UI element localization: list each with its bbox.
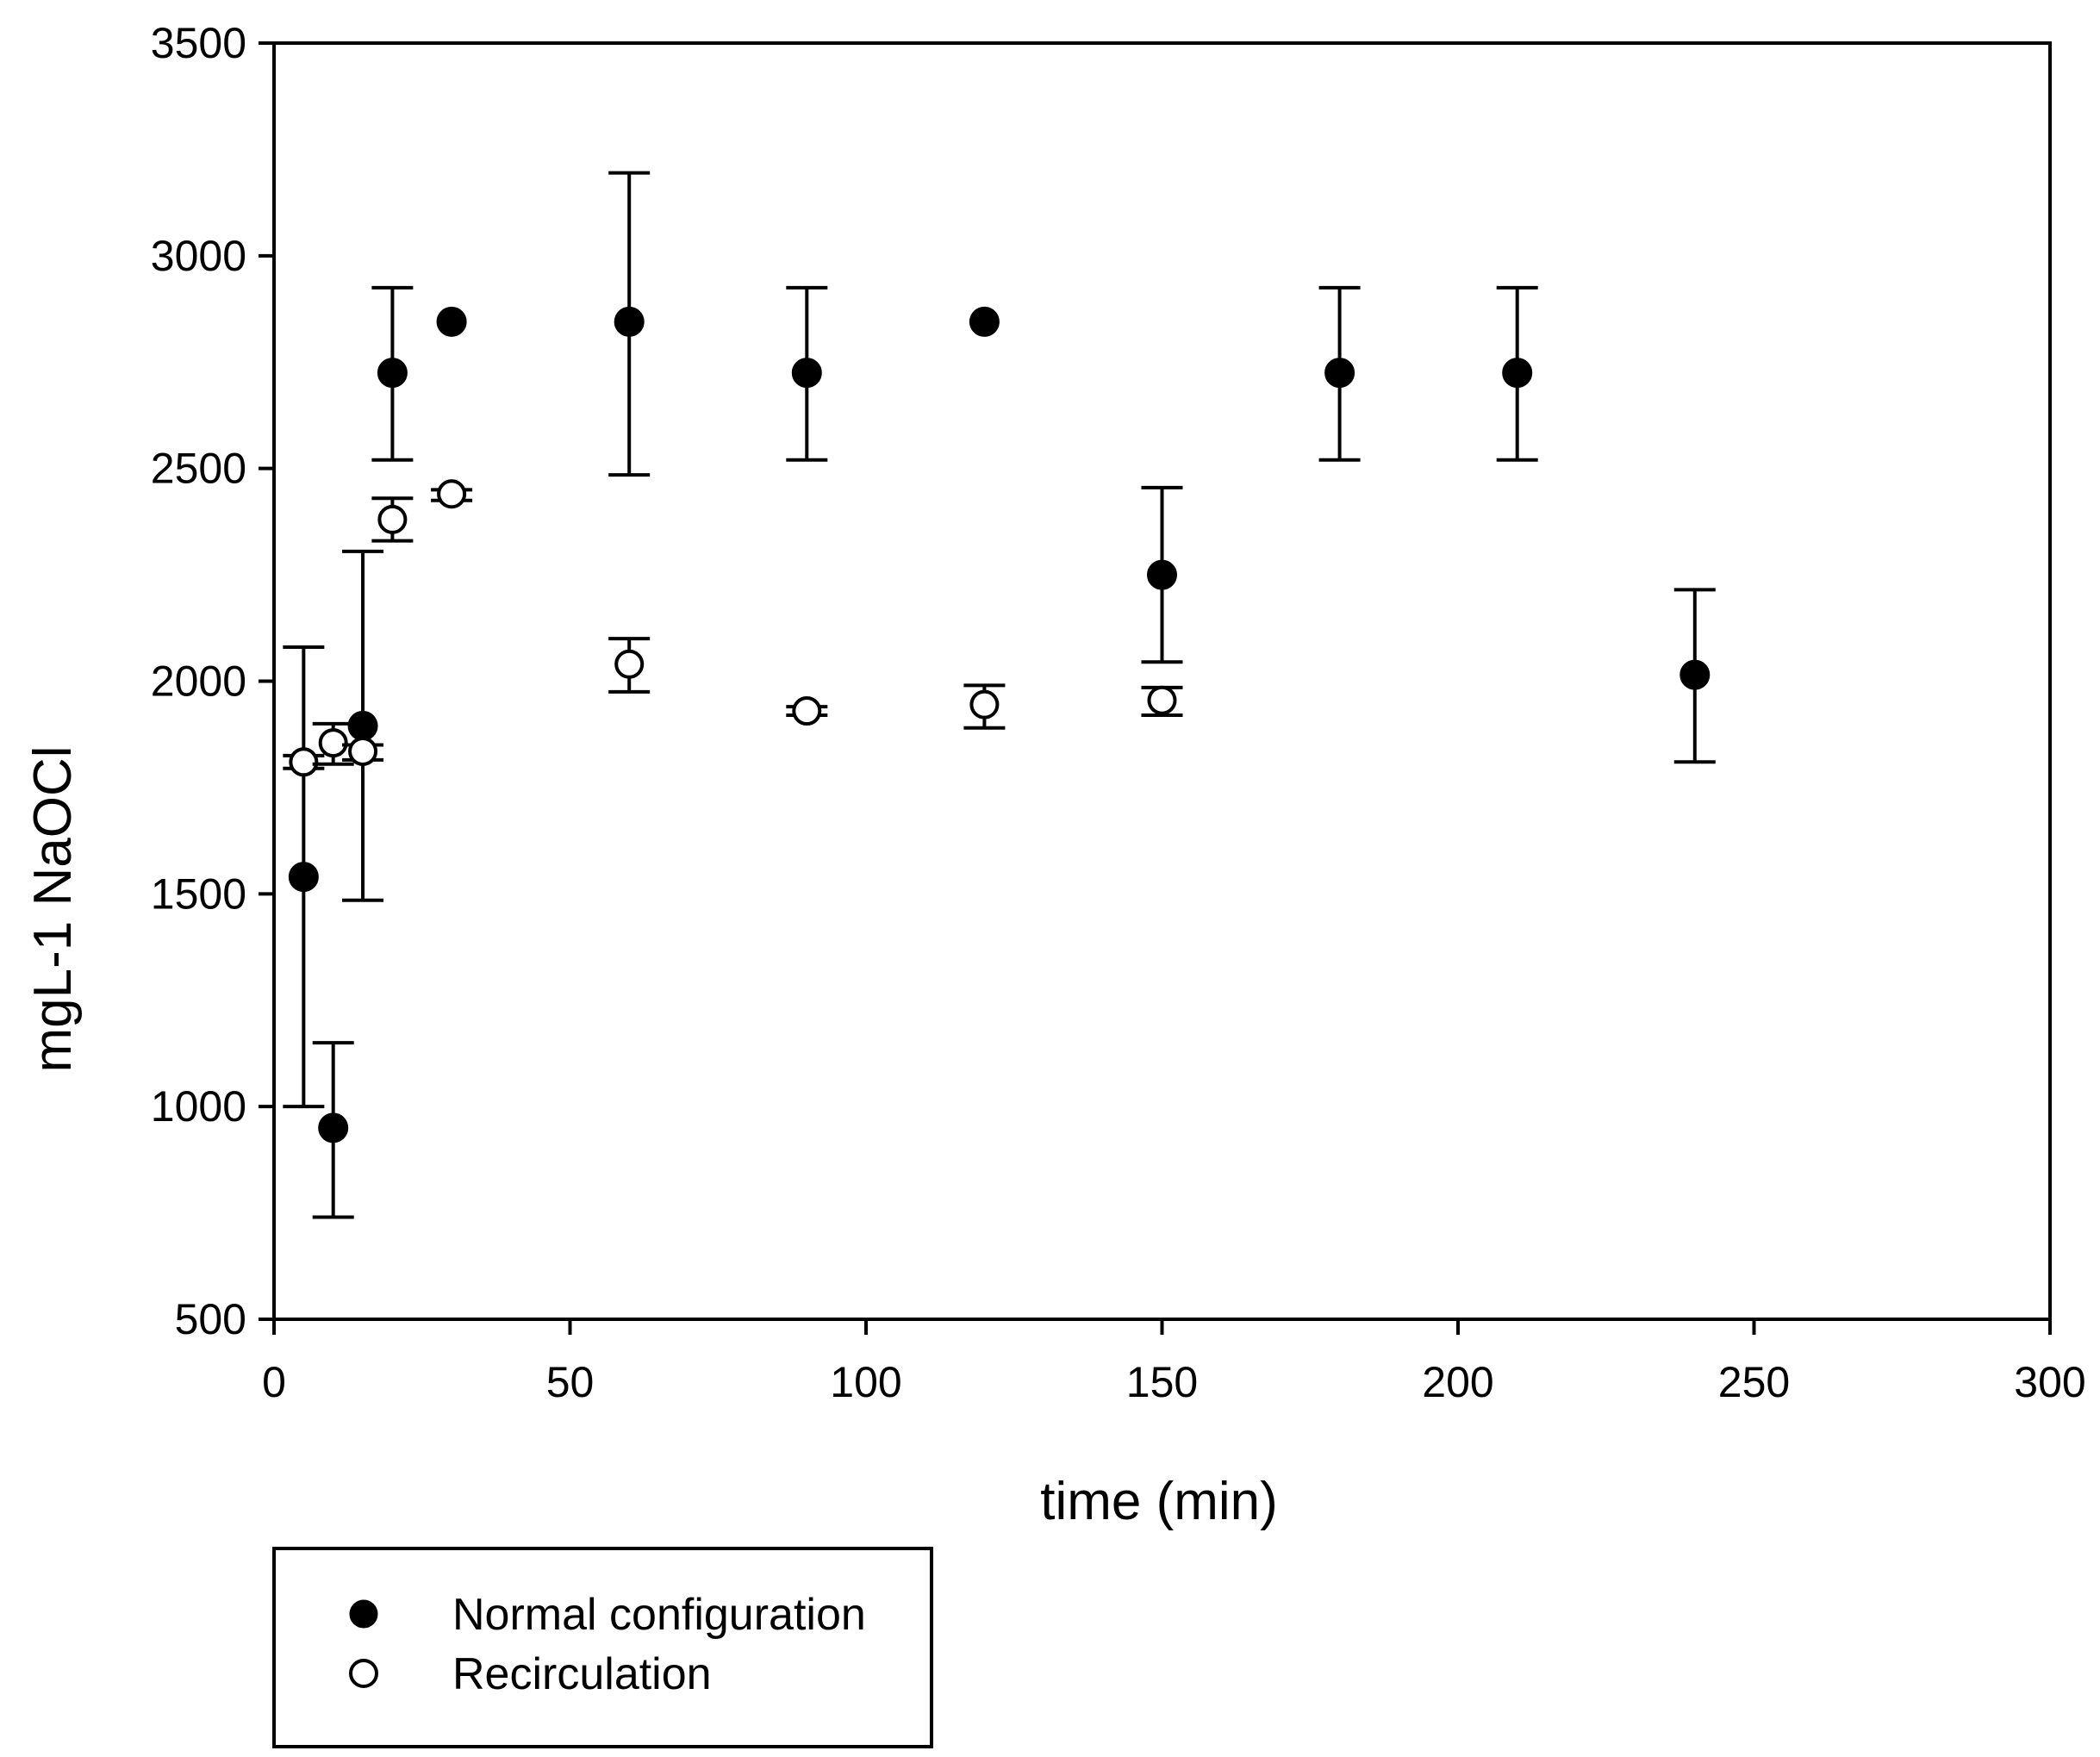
y-tick-label: 3500 bbox=[151, 19, 246, 67]
data-point-filled bbox=[436, 306, 467, 337]
x-tick-label: 250 bbox=[1718, 1358, 1790, 1406]
x-tick-label: 0 bbox=[262, 1358, 286, 1406]
data-point-filled bbox=[1324, 358, 1355, 389]
y-tick-label: 1000 bbox=[151, 1082, 246, 1131]
data-point-filled bbox=[1679, 659, 1711, 690]
x-tick-label: 50 bbox=[546, 1358, 595, 1406]
data-point-filled bbox=[1147, 559, 1177, 590]
y-tick-label: 500 bbox=[175, 1295, 246, 1343]
data-point-open bbox=[1147, 685, 1177, 715]
x-tick-label: 100 bbox=[830, 1358, 901, 1406]
legend-marker-normal-configuration bbox=[349, 1599, 378, 1629]
data-point-filled bbox=[347, 710, 378, 741]
data-point-open bbox=[348, 736, 378, 766]
data-point-open bbox=[437, 479, 467, 509]
plot-frame bbox=[272, 41, 2052, 1321]
axes bbox=[272, 41, 2052, 1321]
data-point-open bbox=[792, 696, 822, 726]
y-axis-title: mgL-1 NaOCl bbox=[23, 746, 83, 1073]
legend-box bbox=[272, 1547, 933, 1748]
data-point-filled bbox=[377, 358, 408, 389]
data-point-open bbox=[377, 504, 408, 534]
data-point-open bbox=[969, 689, 1000, 720]
legend-label-recirculation: Recirculation bbox=[452, 1649, 712, 1699]
x-axis-title: time (min) bbox=[1040, 1472, 1278, 1531]
series-recirculation bbox=[283, 479, 1183, 777]
data-point-filled bbox=[791, 358, 822, 389]
x-tick-label: 200 bbox=[1422, 1358, 1493, 1406]
legend-marker-recirculation bbox=[349, 1659, 378, 1688]
axis-ticks: 0 50 100 150 200 250 300 500 1000 1500 2000 2500 300… bbox=[151, 19, 2086, 1406]
series-normal-configuration bbox=[283, 171, 1716, 1219]
data-point-open bbox=[289, 747, 319, 777]
y-tick-label: 2000 bbox=[151, 657, 246, 706]
y-tick-label: 3000 bbox=[151, 232, 246, 280]
y-tick-label: 2500 bbox=[151, 445, 246, 493]
x-tick-label: 150 bbox=[1126, 1358, 1198, 1406]
legend-label-normal-configuration: Normal configuration bbox=[452, 1590, 866, 1640]
data-point-open bbox=[614, 649, 645, 679]
plot-series bbox=[283, 171, 1716, 1219]
legend: Normal configuration Recirculation bbox=[272, 1547, 933, 1748]
data-point-open bbox=[318, 728, 348, 758]
y-tick-label: 1500 bbox=[151, 869, 246, 918]
x-tick-label: 300 bbox=[2014, 1358, 2085, 1406]
data-point-filled bbox=[969, 306, 1000, 337]
data-point-filled bbox=[614, 306, 645, 337]
data-point-filled bbox=[288, 862, 319, 893]
data-point-filled bbox=[1502, 358, 1533, 389]
data-point-filled bbox=[318, 1112, 349, 1143]
